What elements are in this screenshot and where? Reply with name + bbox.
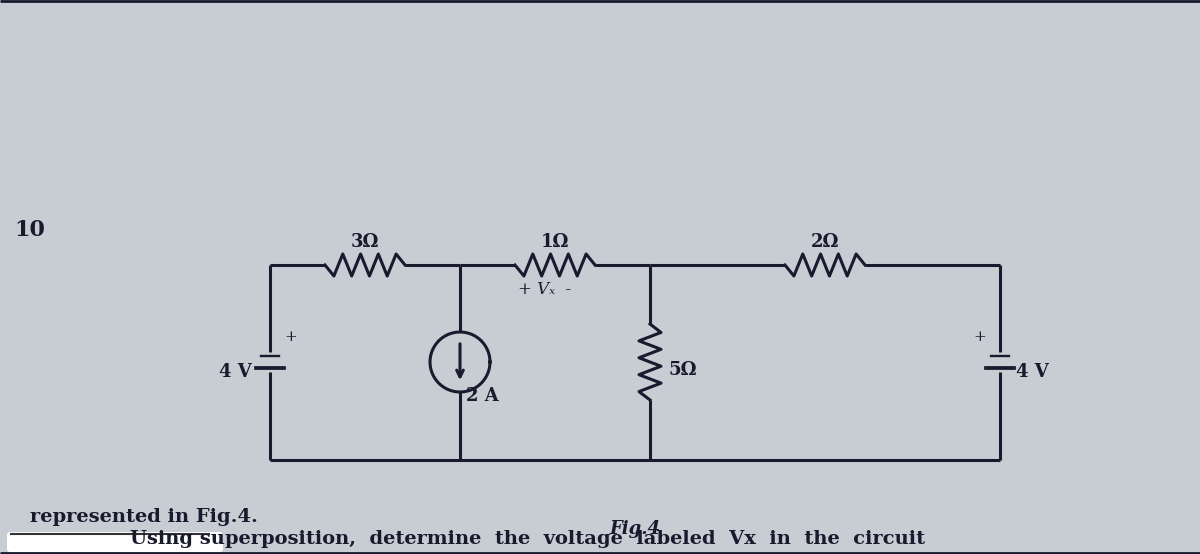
Text: represented in Fig.4.: represented in Fig.4. (30, 508, 258, 526)
Text: 1Ω: 1Ω (541, 233, 569, 251)
Text: 3Ω: 3Ω (350, 233, 379, 251)
Text: 2 A: 2 A (466, 387, 499, 405)
Text: +: + (973, 330, 986, 344)
Text: 10: 10 (14, 219, 44, 241)
Text: 5Ω: 5Ω (668, 361, 696, 379)
Text: Fig.4: Fig.4 (610, 520, 660, 538)
Text: + Vₓ  -: + Vₓ - (518, 281, 571, 298)
Text: Using superposition,  determine  the  voltage  labeled  Vx  in  the  circuit: Using superposition, determine the volta… (130, 530, 925, 548)
Text: 4 V: 4 V (220, 363, 252, 381)
Text: 4 V: 4 V (1016, 363, 1049, 381)
Text: 2Ω: 2Ω (811, 233, 839, 251)
FancyBboxPatch shape (7, 532, 223, 552)
Text: +: + (284, 330, 296, 344)
